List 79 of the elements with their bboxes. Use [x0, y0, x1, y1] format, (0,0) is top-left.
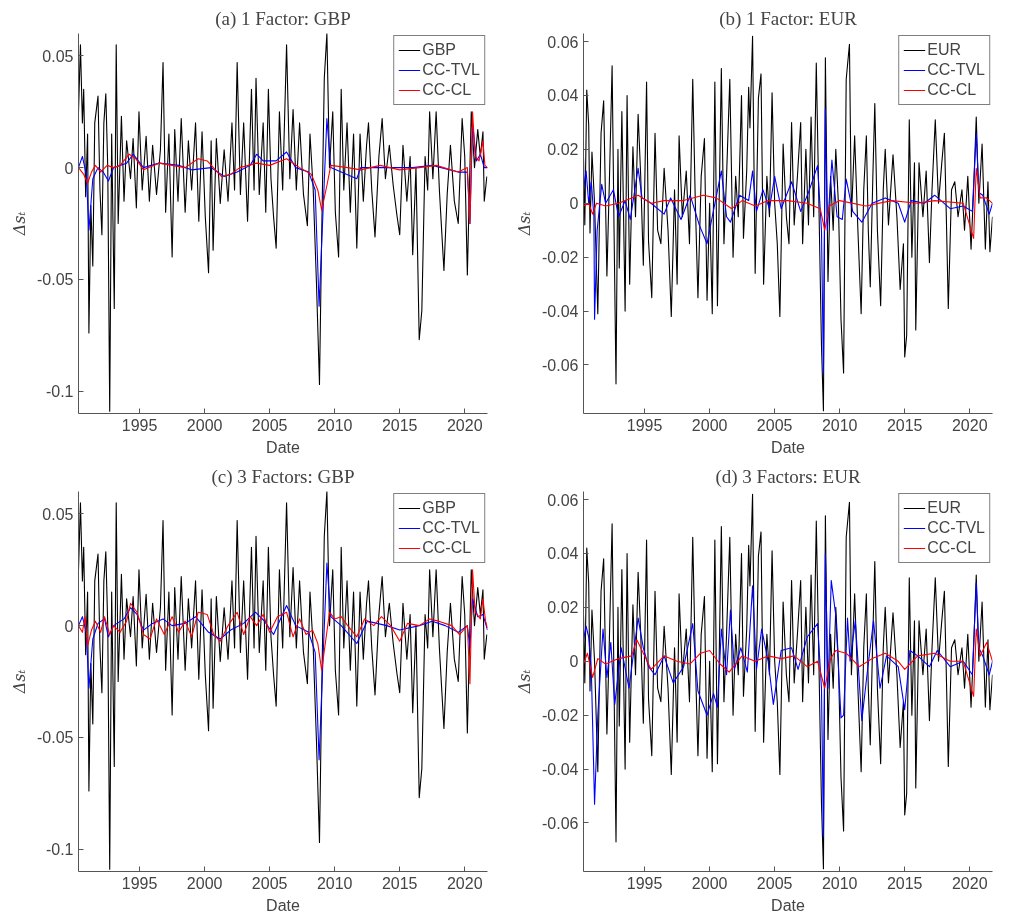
legend-label: EUR: [927, 499, 961, 517]
legend-label: CC-CL: [927, 539, 977, 557]
legend-label: EUR: [927, 41, 961, 59]
y-tick-label: 0: [64, 617, 74, 635]
y-tick-label: 0.02: [547, 599, 579, 617]
x-tick-label: 2020: [951, 874, 988, 892]
legend-label: CC-TVL: [927, 61, 985, 79]
line-series: [78, 111, 488, 225]
legend-label: GBP: [422, 41, 457, 59]
y-tick-label: -0.1: [45, 383, 74, 401]
line-series: [583, 628, 993, 697]
legend-label: CC-CL: [422, 81, 472, 99]
legend-label: GBP: [422, 499, 457, 517]
chart-title: (a) 1 Factor: GBP: [215, 7, 351, 30]
chart-title: (c) 3 Factors: GBP: [211, 465, 355, 488]
y-tick-label: 0.04: [547, 87, 579, 105]
legend-label: CC-TVL: [927, 519, 985, 537]
y-tick-label: -0.04: [542, 303, 579, 321]
y-tick-label: -0.04: [542, 761, 579, 779]
line-series: [78, 569, 488, 685]
y-tick-label: -0.02: [542, 249, 579, 267]
x-tick-label: 2000: [186, 874, 223, 892]
y-axis-title: Δsₜ: [10, 211, 30, 237]
legend-label: CC-TVL: [422, 519, 480, 537]
x-tick-label: 2020: [951, 416, 988, 434]
x-tick-label: 2015: [381, 416, 418, 434]
y-tick-label: 0.05: [42, 505, 74, 523]
y-tick-label: 0.06: [547, 491, 579, 509]
x-tick-label: 2005: [756, 416, 793, 434]
chart-title: (d) 3 Factors: EUR: [715, 465, 861, 488]
x-tick-label: 2010: [316, 874, 353, 892]
legend-label: CC-CL: [422, 539, 472, 557]
x-tick-label: 2020: [446, 874, 483, 892]
legend-label: CC-TVL: [422, 61, 480, 79]
line-series: [78, 491, 488, 870]
x-tick-label: 1995: [626, 874, 663, 892]
x-tick-label: 1995: [626, 416, 663, 434]
y-tick-label: 0: [569, 653, 579, 671]
line-series: [583, 552, 993, 838]
x-tick-label: 1995: [121, 874, 158, 892]
x-tick-label: 2000: [186, 416, 223, 434]
y-tick-label: -0.06: [542, 814, 579, 832]
x-tick-label: 2000: [691, 874, 728, 892]
x-tick-label: 1995: [121, 416, 158, 434]
x-tick-label: 2005: [756, 874, 793, 892]
y-tick-label: 0.04: [547, 545, 579, 563]
x-tick-label: 2020: [446, 416, 483, 434]
y-axis-title: Δsₜ: [515, 669, 535, 695]
x-tick-label: 2015: [886, 416, 923, 434]
line-series: [78, 33, 488, 412]
x-axis-title: Date: [771, 438, 805, 456]
y-tick-label: 0: [64, 159, 74, 177]
y-tick-label: 0: [569, 195, 579, 213]
x-tick-label: 2010: [821, 874, 858, 892]
y-tick-label: -0.02: [542, 707, 579, 725]
x-tick-label: 2015: [381, 874, 418, 892]
x-tick-label: 2005: [251, 874, 288, 892]
y-tick-label: 0.02: [547, 141, 579, 159]
line-series: [583, 108, 993, 374]
x-axis-title: Date: [266, 896, 300, 914]
x-tick-label: 2000: [691, 416, 728, 434]
y-axis-title: Δsₜ: [515, 211, 535, 237]
x-tick-label: 2010: [316, 416, 353, 434]
x-axis-title: Date: [266, 438, 300, 456]
y-tick-label: -0.05: [37, 271, 74, 289]
chart-title: (b) 1 Factor: EUR: [719, 7, 858, 30]
y-tick-label: 0.05: [42, 47, 74, 65]
y-tick-label: -0.05: [37, 729, 74, 747]
x-tick-label: 2010: [821, 416, 858, 434]
y-axis-title: Δsₜ: [10, 669, 30, 695]
legend-label: CC-CL: [927, 81, 977, 99]
y-tick-label: -0.1: [45, 841, 74, 859]
line-series: [583, 167, 993, 239]
x-tick-label: 2005: [251, 416, 288, 434]
y-tick-label: 0.06: [547, 33, 579, 51]
x-axis-title: Date: [771, 896, 805, 914]
x-tick-label: 2015: [886, 874, 923, 892]
y-tick-label: -0.06: [542, 356, 579, 374]
line-series: [78, 562, 488, 761]
